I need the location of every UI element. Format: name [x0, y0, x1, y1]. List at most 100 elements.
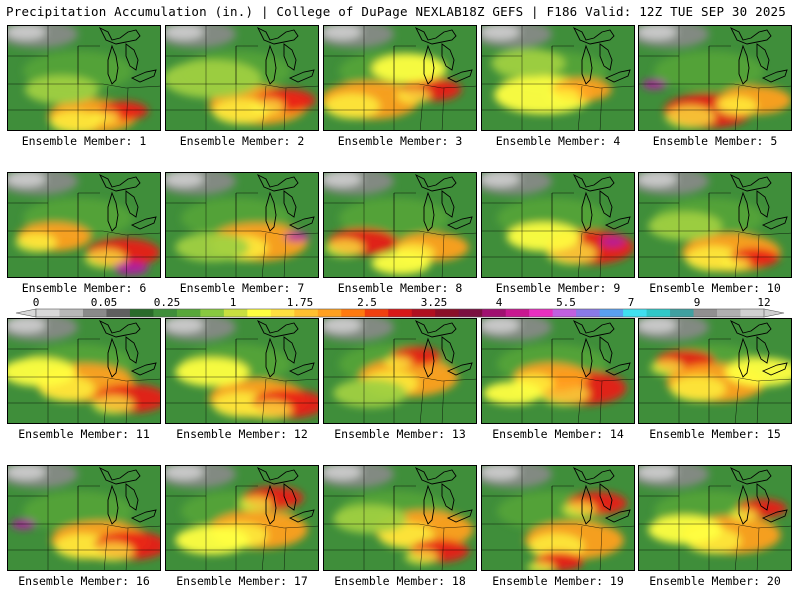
- colorbar-bin: [693, 309, 718, 317]
- member-label-4: Ensemble Member: 4: [495, 134, 621, 148]
- colorbar-bin: [482, 309, 507, 317]
- ensemble-map-16: [7, 465, 161, 571]
- colorbar-bin: [458, 309, 483, 317]
- precip-map-svg: [8, 173, 160, 277]
- precip-map-svg: [639, 26, 791, 130]
- colorbar-tick-label: 0: [32, 296, 40, 309]
- colorbar-max-arrow: [763, 308, 785, 318]
- colorbar-bin: [529, 309, 554, 317]
- colorbar-bin: [129, 309, 154, 317]
- colorbar-bin: [270, 309, 295, 317]
- precip-map-svg: [8, 319, 160, 423]
- precip-map-svg: [324, 173, 476, 277]
- colorbar-bin: [364, 309, 389, 317]
- product-title: Precipitation Accumulation (in.) | Colle…: [6, 4, 462, 19]
- colorbar-min-arrow: [15, 308, 37, 318]
- ensemble-map-19: [481, 465, 635, 571]
- member-label-18: Ensemble Member: 18: [334, 574, 466, 588]
- colorbar-tick-label: 1.75: [286, 296, 314, 309]
- precip-map-svg: [639, 173, 791, 277]
- colorbar-bin: [717, 309, 742, 317]
- colorbar-bin: [576, 309, 601, 317]
- member-label-7: Ensemble Member: 7: [179, 281, 305, 295]
- colorbar-bin: [317, 309, 342, 317]
- colorbar-bin: [388, 309, 413, 317]
- ensemble-map-8: [323, 172, 477, 278]
- run-info: 18Z GEFS | F186 Valid: 12Z TUE SEP 30 20…: [461, 4, 786, 19]
- member-label-20: Ensemble Member: 20: [649, 574, 781, 588]
- colorbar-tick-label: 1: [229, 296, 237, 309]
- colorbar-bin: [623, 309, 648, 317]
- member-label-3: Ensemble Member: 3: [337, 134, 463, 148]
- member-label-16: Ensemble Member: 16: [18, 574, 150, 588]
- precip-map-svg: [639, 319, 791, 423]
- precip-map-svg: [324, 319, 476, 423]
- ensemble-map-1: [7, 25, 161, 131]
- ensemble-map-7: [165, 172, 319, 278]
- colorbar-bin: [82, 309, 107, 317]
- member-label-2: Ensemble Member: 2: [179, 134, 305, 148]
- precip-map-svg: [166, 466, 318, 570]
- colorbar-bin: [223, 309, 248, 317]
- precip-map-svg: [8, 466, 160, 570]
- ensemble-map-13: [323, 318, 477, 424]
- ensemble-map-9: [481, 172, 635, 278]
- colorbar-bin: [176, 309, 201, 317]
- colorbar-bin: [411, 309, 436, 317]
- member-label-10: Ensemble Member: 10: [649, 281, 781, 295]
- colorbar-tick-label: 0.05: [90, 296, 118, 309]
- ensemble-map-18: [323, 465, 477, 571]
- member-label-8: Ensemble Member: 8: [337, 281, 463, 295]
- colorbar-bin: [200, 309, 225, 317]
- colorbar-bin: [599, 309, 624, 317]
- ensemble-map-12: [165, 318, 319, 424]
- member-label-17: Ensemble Member: 17: [176, 574, 308, 588]
- colorbar-tick-label: 3.25: [420, 296, 448, 309]
- precip-map-svg: [482, 173, 634, 277]
- ensemble-map-11: [7, 318, 161, 424]
- colorbar-tick-label: 7: [627, 296, 635, 309]
- member-label-6: Ensemble Member: 6: [21, 281, 147, 295]
- colorbar-tick-label: 4: [495, 296, 503, 309]
- member-label-15: Ensemble Member: 15: [649, 427, 781, 441]
- ensemble-map-15: [638, 318, 792, 424]
- precip-map-svg: [639, 466, 791, 570]
- member-label-1: Ensemble Member: 1: [21, 134, 147, 148]
- colorbar-bin: [341, 309, 366, 317]
- member-label-13: Ensemble Member: 13: [334, 427, 466, 441]
- member-label-11: Ensemble Member: 11: [18, 427, 150, 441]
- ensemble-map-14: [481, 318, 635, 424]
- colorbar-bin: [36, 309, 60, 317]
- precip-map-svg: [166, 319, 318, 423]
- colorbar-bin: [670, 309, 695, 317]
- colorbar-tick-label: 5.5: [556, 296, 576, 309]
- colorbar-tick-label: 9: [693, 296, 701, 309]
- colorbar-bin: [59, 309, 84, 317]
- ensemble-map-4: [481, 25, 635, 131]
- ensemble-map-2: [165, 25, 319, 131]
- precip-map-svg: [324, 26, 476, 130]
- colorbar-tick-label: 0.25: [153, 296, 181, 309]
- colorbar-bin: [646, 309, 671, 317]
- colorbar-tick-label: 2.5: [357, 296, 377, 309]
- precip-map-svg: [482, 26, 634, 130]
- member-label-5: Ensemble Member: 5: [652, 134, 778, 148]
- ensemble-map-6: [7, 172, 161, 278]
- colorbar-bin: [106, 309, 131, 317]
- member-label-12: Ensemble Member: 12: [176, 427, 308, 441]
- precip-map-svg: [166, 173, 318, 277]
- precip-map-svg: [482, 466, 634, 570]
- member-label-19: Ensemble Member: 19: [492, 574, 624, 588]
- colorbar-bin: [247, 309, 272, 317]
- colorbar-bin: [552, 309, 577, 317]
- precip-map-svg: [166, 26, 318, 130]
- member-label-9: Ensemble Member: 9: [495, 281, 621, 295]
- colorbar-bin: [294, 309, 319, 317]
- colorbar-bin: [153, 309, 178, 317]
- precip-map-svg: [8, 26, 160, 130]
- precip-colorbar: [15, 308, 785, 318]
- colorbar-tick-label: 12: [757, 296, 771, 309]
- member-label-14: Ensemble Member: 14: [492, 427, 624, 441]
- colorbar-bin: [435, 309, 460, 317]
- ensemble-map-5: [638, 25, 792, 131]
